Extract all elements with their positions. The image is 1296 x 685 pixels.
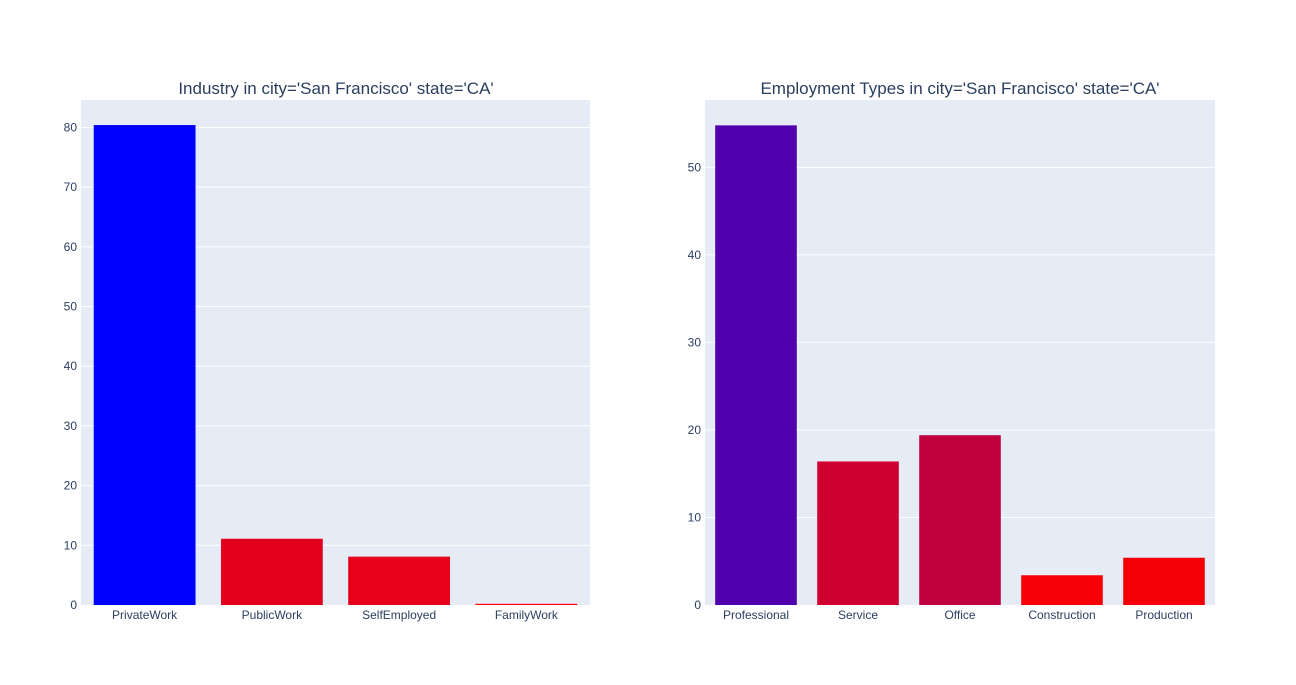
industry-x-tick-label: SelfEmployed (362, 608, 436, 622)
industry-y-tick-label: 30 (64, 419, 78, 433)
industry-y-tick-label: 60 (64, 240, 78, 254)
employment-x-tick-label: Professional (723, 608, 789, 622)
industry-bar-publicwork (220, 538, 323, 605)
employment-y-tick-label: 40 (688, 248, 702, 262)
industry-y-tick-label: 10 (64, 538, 78, 552)
industry-bar-privatework (93, 125, 196, 605)
industry-y-tick-label: 0 (70, 598, 77, 612)
employment-bar-office (919, 435, 1001, 605)
industry-x-tick-label: FamilyWork (495, 608, 559, 622)
employment-types-chart-title: Employment Types in city='San Francisco'… (760, 79, 1159, 98)
employment-y-tick-label: 30 (688, 335, 702, 349)
industry-chart: 0 10 20 30 40 50 60 70 80 PrivateWork PublicWork Se… (64, 79, 590, 622)
employment-bar-professional (715, 125, 797, 605)
employment-x-tick-label: Production (1135, 608, 1192, 622)
industry-y-tick-label: 40 (64, 359, 78, 373)
industry-bar-familywork (475, 603, 578, 605)
employment-y-tick-label: 0 (694, 598, 701, 612)
employment-y-tick-label: 10 (688, 510, 702, 524)
employment-bar-service (817, 461, 899, 605)
employment-bar-production (1123, 557, 1205, 605)
industry-y-tick-label: 20 (64, 479, 78, 493)
industry-y-tick-label: 80 (64, 120, 78, 134)
industry-x-tick-label: PrivateWork (112, 608, 178, 622)
employment-y-tick-label: 20 (688, 423, 702, 437)
employment-x-tick-label: Service (838, 608, 878, 622)
employment-bar-construction (1021, 575, 1103, 605)
employment-types-chart: 0 10 20 30 40 50 Professional Service Office Cons… (688, 79, 1215, 622)
industry-bar-selfemployed (348, 556, 451, 605)
employment-x-tick-label: Construction (1028, 608, 1095, 622)
employment-y-tick-label: 50 (688, 160, 702, 174)
industry-x-tick-label: PublicWork (242, 608, 303, 622)
industry-chart-title: Industry in city='San Francisco' state='… (178, 79, 493, 98)
industry-y-tick-label: 50 (64, 300, 78, 314)
employment-x-tick-label: Office (944, 608, 975, 622)
industry-y-tick-label: 70 (64, 180, 78, 194)
